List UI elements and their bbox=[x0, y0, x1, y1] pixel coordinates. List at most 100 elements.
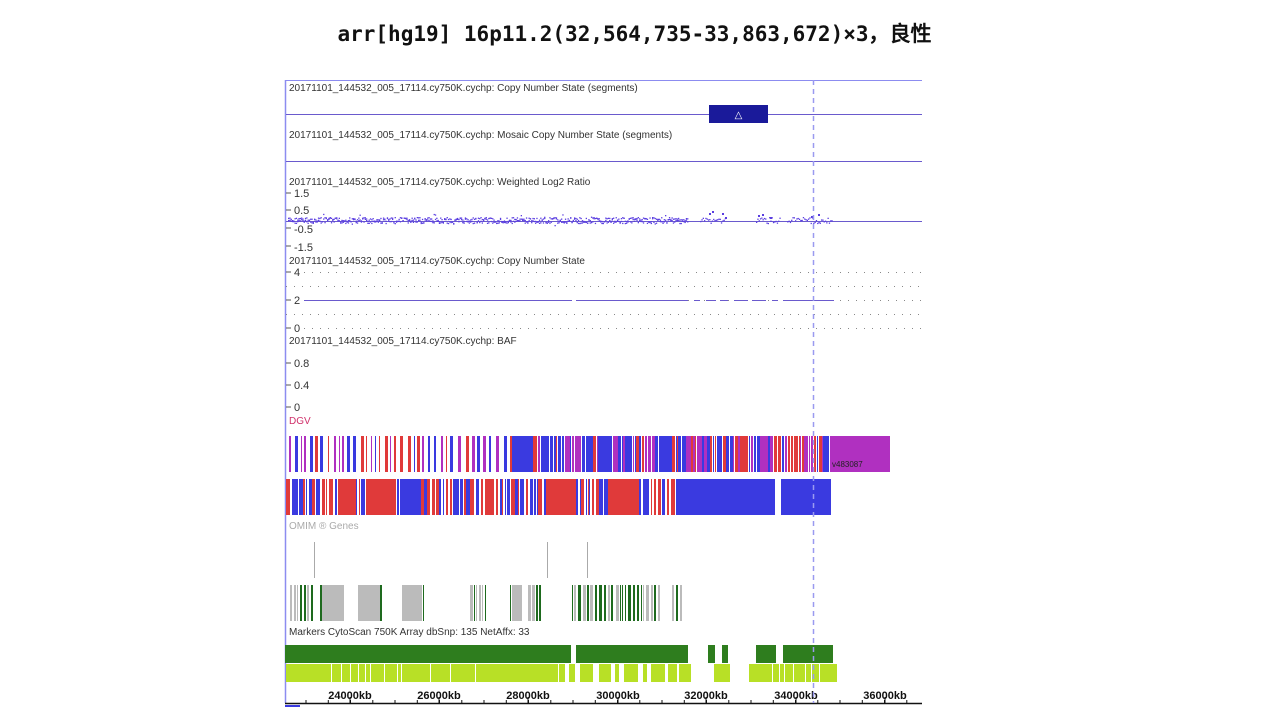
log2-point bbox=[525, 221, 528, 223]
log2-point bbox=[425, 219, 428, 221]
dgv-variant bbox=[592, 479, 594, 515]
log2-point bbox=[447, 218, 450, 221]
log2-point bbox=[641, 219, 643, 221]
log2-point bbox=[372, 220, 374, 222]
dgv-variant bbox=[702, 436, 704, 472]
log2-point bbox=[823, 221, 825, 223]
log2-point bbox=[637, 222, 639, 224]
log2-point bbox=[463, 222, 465, 224]
dgv-variant bbox=[304, 436, 306, 472]
log2-point bbox=[522, 219, 524, 221]
log2-point bbox=[393, 222, 395, 224]
dgv-variant bbox=[417, 436, 420, 472]
log2-point bbox=[528, 220, 530, 222]
axis-tick-label: 26000kb bbox=[417, 690, 461, 702]
log2-point bbox=[558, 220, 560, 222]
axis-tick-label: 32000kb bbox=[684, 690, 728, 702]
log2-point bbox=[303, 220, 305, 222]
omim-gene bbox=[311, 585, 313, 621]
log2-point bbox=[327, 219, 329, 221]
log2-point bbox=[336, 218, 338, 220]
log2-point bbox=[650, 222, 652, 225]
omim-gene bbox=[536, 585, 538, 621]
marker-block bbox=[326, 664, 329, 682]
gain-segment[interactable] bbox=[709, 105, 768, 123]
track-label-dgv: DGV bbox=[289, 416, 311, 427]
dgv-variant bbox=[515, 479, 518, 515]
log2-point bbox=[542, 218, 545, 220]
dgv-variant bbox=[322, 479, 325, 515]
omim-gene-bars[interactable] bbox=[290, 585, 682, 621]
log2-point bbox=[415, 221, 417, 223]
dgv-variant bbox=[586, 479, 587, 515]
log2-point bbox=[358, 219, 360, 222]
dgv-variants-row-1[interactable] bbox=[289, 436, 890, 472]
log2-point bbox=[301, 217, 303, 219]
dgv-variant bbox=[691, 436, 692, 472]
log2-point bbox=[434, 218, 437, 221]
axis-tick-label: 28000kb bbox=[506, 690, 550, 702]
log2-point bbox=[473, 218, 476, 220]
cn-tick: 4 bbox=[294, 267, 300, 279]
log2-point bbox=[516, 219, 519, 222]
dgv-variant bbox=[580, 479, 581, 515]
log2-point bbox=[399, 221, 402, 223]
log2-point bbox=[568, 219, 571, 222]
log2-point bbox=[788, 220, 790, 222]
log2-point bbox=[315, 221, 317, 223]
log2-point bbox=[808, 218, 810, 220]
log2-point bbox=[406, 217, 408, 219]
log2-point bbox=[486, 222, 489, 224]
log2-point bbox=[635, 218, 637, 221]
log2-point bbox=[297, 221, 299, 223]
log2-point bbox=[671, 217, 673, 219]
log2-point bbox=[291, 220, 294, 223]
log2-point bbox=[632, 218, 634, 221]
log2-point bbox=[831, 220, 833, 222]
log2-point bbox=[533, 220, 535, 223]
log2-point bbox=[555, 217, 558, 219]
log2-point bbox=[659, 219, 662, 221]
dgv-variants-row-2[interactable] bbox=[286, 479, 831, 515]
log2-point bbox=[302, 218, 304, 220]
dgv-variant bbox=[593, 436, 596, 472]
log2-point bbox=[674, 221, 676, 223]
log2-point bbox=[715, 219, 717, 221]
log2-point bbox=[398, 218, 400, 221]
marker-block bbox=[785, 664, 793, 682]
log2-point bbox=[659, 221, 662, 223]
dgv-variant bbox=[680, 479, 775, 515]
marker-block bbox=[794, 664, 805, 682]
log2-point bbox=[316, 221, 318, 223]
log2-point bbox=[620, 218, 623, 220]
dgv-variant bbox=[660, 436, 672, 472]
dgv-variant bbox=[628, 436, 630, 472]
log2-point bbox=[805, 219, 807, 221]
dgv-variant bbox=[446, 436, 447, 472]
dgv-variant bbox=[726, 436, 729, 472]
log2-point bbox=[761, 217, 763, 219]
log2-point bbox=[772, 221, 775, 224]
log2-point bbox=[306, 221, 308, 223]
log2-point bbox=[377, 221, 379, 223]
log2-ratio-points bbox=[288, 211, 833, 227]
marker-block bbox=[359, 664, 365, 682]
log2-point bbox=[821, 219, 823, 221]
log2-point bbox=[501, 220, 503, 223]
dgv-variant bbox=[618, 436, 621, 472]
log2-point bbox=[579, 222, 581, 225]
dgv-variant bbox=[492, 479, 494, 515]
log2-point bbox=[338, 220, 340, 222]
log2-point bbox=[681, 220, 684, 222]
dgv-variant bbox=[710, 436, 712, 472]
log2-point bbox=[294, 222, 296, 224]
log2-point bbox=[486, 219, 489, 221]
dgv-variant bbox=[576, 479, 578, 515]
dgv-variant bbox=[518, 479, 519, 515]
log2-point bbox=[610, 220, 612, 223]
log2-point bbox=[818, 214, 820, 216]
dgv-variant bbox=[537, 479, 538, 515]
log2-point bbox=[795, 220, 797, 222]
marker-block bbox=[406, 664, 413, 682]
